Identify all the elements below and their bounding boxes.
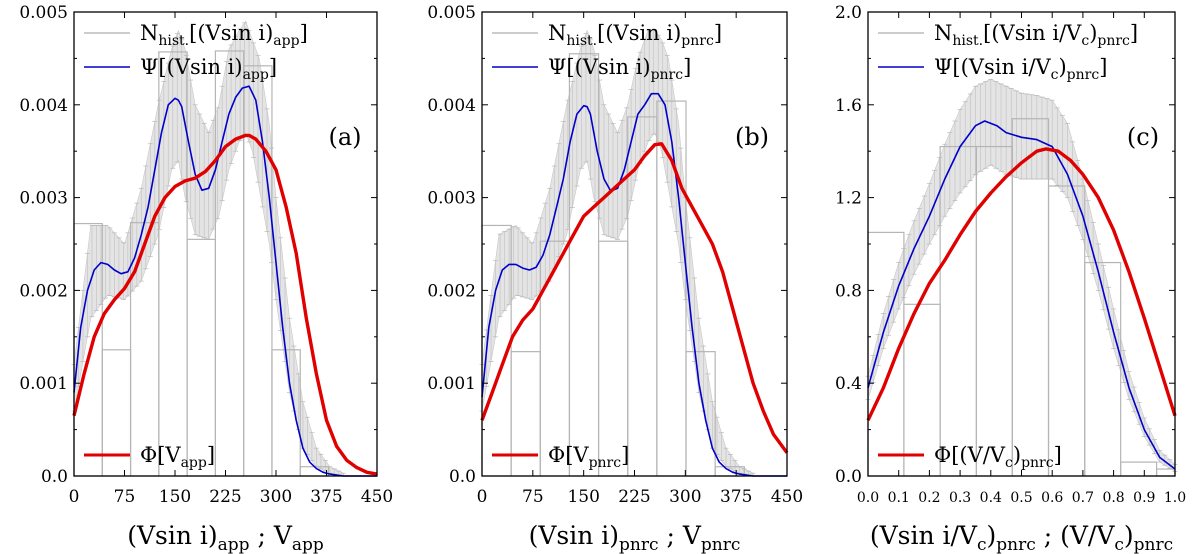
legend-entry: Ψ[(Vsin i/Vc)pnrc] [934, 55, 1107, 83]
y-tick-label: 0.0 [449, 467, 476, 487]
y-tick-label: 1.6 [835, 96, 862, 116]
legend-entry: Φ[Vapp] [140, 443, 215, 471]
legend-entry: Nhist.[(Vsin i)app] [140, 21, 308, 49]
x-tick-label: 75 [114, 487, 136, 507]
phi-curve [480, 142, 789, 454]
x-tick-label: 0.6 [1041, 490, 1063, 506]
y-tick-label: 0.005 [427, 3, 476, 23]
x-tick-label: 450 [361, 487, 393, 507]
y-tick-label: 2.0 [835, 3, 862, 23]
y-tick-label: 0.0 [41, 467, 68, 487]
y-tick-label: 0.002 [427, 281, 476, 301]
legend-entry: Φ[Vpnrc] [548, 443, 629, 471]
panel-b: 0.0 0.001 0.002 0.003 0.004 0.005 0 75 150 225 300… [427, 3, 803, 554]
y-tick-label: 0.002 [19, 281, 68, 301]
psi-curve [867, 120, 1176, 470]
x-tick-label: 0.1 [888, 490, 910, 506]
y-tick-label: 0.0 [835, 467, 862, 487]
x-tick-label: 0.0 [857, 490, 879, 506]
x-tick-label: 0.2 [918, 490, 940, 506]
panel-label: (b) [735, 123, 769, 151]
x-tick-label: 0.4 [980, 490, 1002, 506]
y-tick-label: 1.2 [835, 189, 862, 209]
y-tick-label: 0.005 [19, 3, 68, 23]
x-axis-label: (Vsin i/Vc)pnrc ; (V/Vc)pnrc [870, 521, 1173, 554]
x-tick-label: 75 [522, 487, 544, 507]
y-tick-label: 0.003 [19, 189, 68, 209]
x-tick-label: 0.5 [1010, 490, 1032, 506]
histogram-bar [597, 240, 629, 477]
legend: Nhist.[(Vsin i)app] Ψ[(Vsin i)app] Φ[Vapp] [84, 21, 308, 471]
psi-curve [73, 85, 377, 477]
y-tick-label: 0.001 [19, 374, 68, 394]
psi-curve [481, 92, 787, 477]
legend: Nhist.[(Vsin i)pnrc] Ψ[(Vsin i)pnrc] Φ[Vpn… [492, 21, 722, 471]
x-tick-label: 375 [720, 487, 752, 507]
x-tick-label: 0.7 [1072, 490, 1094, 506]
histogram-bar [975, 145, 1013, 477]
histogram-bar [186, 238, 216, 477]
x-tick-label: 0.3 [949, 490, 971, 506]
panel-a: 0.0 0.001 0.002 0.003 0.004 0.005 0 75 150 225 300… [19, 3, 393, 554]
phi-curve [72, 133, 378, 476]
y-tick-label: 0.003 [427, 189, 476, 209]
x-tick-label: 1.0 [1164, 490, 1186, 506]
legend-entry: Nhist.[(Vsin i/Vc)pnrc] [934, 21, 1138, 49]
x-tick-label: 300 [669, 487, 701, 507]
histogram-bar [101, 349, 132, 477]
y-tick-label: 0.8 [835, 281, 862, 301]
legend: Nhist.[(Vsin i/Vc)pnrc] Ψ[(Vsin i/Vc)pnrc… [878, 21, 1138, 471]
x-tick-label: 0 [69, 487, 80, 507]
legend-entry: Φ[(V/Vc)pnrc] [934, 443, 1062, 471]
legend-entry: Ψ[(Vsin i)app] [140, 55, 277, 83]
phi-curve [866, 147, 1177, 422]
x-tick-label: 300 [260, 487, 292, 507]
y-tick-label: 0.001 [427, 374, 476, 394]
x-tick-label: 0 [477, 487, 488, 507]
x-axis-label: (Vsin i)app ; Vapp [127, 521, 324, 554]
y-tick-label: 0.004 [19, 96, 68, 116]
x-tick-label: 225 [618, 487, 650, 507]
x-tick-label: 0.9 [1133, 490, 1155, 506]
x-tick-label: 450 [771, 487, 803, 507]
panel-label: (c) [1127, 123, 1159, 151]
x-tick-label: 375 [310, 487, 342, 507]
histogram-bar [510, 351, 541, 477]
x-tick-label: 225 [209, 487, 241, 507]
legend-entry: Nhist.[(Vsin i)pnrc] [548, 21, 722, 49]
x-axis-label: (Vsin i)pnrc ; Vpnrc [529, 521, 741, 554]
legend-entry: Ψ[(Vsin i)pnrc] [548, 55, 691, 83]
panel-label: (a) [328, 123, 361, 151]
panel-c: 0.0 0.4 0.8 1.2 1.6 2.0 0.0 0.1 0.2 0.3 0.4 0.5 0.6 0… [835, 3, 1186, 554]
x-tick-label: 0.8 [1102, 490, 1124, 506]
histogram-bar [1155, 468, 1176, 477]
y-tick-label: 0.4 [835, 374, 862, 394]
x-tick-label: 150 [159, 487, 191, 507]
x-tick-label: 150 [567, 487, 599, 507]
histogram-bar [1120, 461, 1158, 477]
y-tick-label: 0.004 [427, 96, 476, 116]
